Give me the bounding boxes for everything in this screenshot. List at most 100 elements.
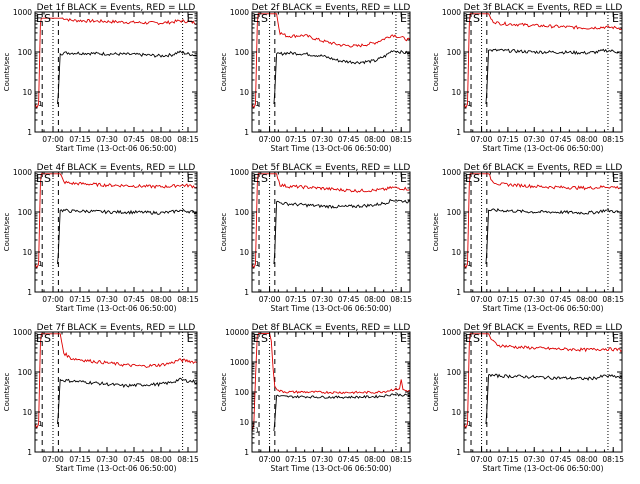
y-axis-label: Counts/sec [220, 213, 228, 252]
x-tick-label: 07:30 [523, 135, 545, 144]
marker-e-end: E [612, 12, 619, 25]
marker-s: S [473, 12, 480, 25]
panel-title: Det 5f BLACK = Events, RED = LLD [252, 163, 411, 173]
x-tick-label: 07:30 [311, 135, 333, 144]
det-panel-5: Det 5f BLACK = Events, RED = LLD Counts/s… [220, 163, 412, 313]
x-tick-label: 08:00 [364, 135, 386, 144]
panel-title: Det 6f BLACK = Events, RED = LLD [464, 163, 623, 173]
x-tick-label: 07:45 [338, 135, 360, 144]
y-tick-label: 1000 [13, 168, 32, 177]
x-tick-label: 07:30 [96, 455, 118, 464]
y-tick-label: 100 [235, 388, 250, 397]
marker-1: 1 [38, 420, 42, 428]
marker-e-end: E [187, 332, 194, 345]
y-tick-label: 10 [239, 248, 249, 257]
marker-e-start: E [465, 12, 472, 25]
x-axis-label: Start Time (13-Oct-06 06:50:00) [55, 464, 176, 473]
x-tick-label: 07:45 [338, 295, 360, 304]
events-series-line [273, 49, 411, 105]
marker-1: 1 [467, 260, 471, 268]
panel-title: Det 9f BLACK = Events, RED = LLD [464, 323, 623, 333]
x-axis-label: Start Time (13-Oct-06 06:50:00) [270, 144, 391, 153]
y-axis-label: Counts/sec [432, 373, 440, 412]
marker-1: 1 [255, 426, 259, 434]
y-tick-label: 1000 [442, 8, 461, 17]
det-panel-3: Det 3f BLACK = Events, RED = LLD Counts/s… [432, 3, 624, 153]
marker-s: S [44, 332, 51, 345]
x-tick-label: 07:30 [311, 295, 333, 304]
marker-s: S [44, 172, 51, 185]
y-tick-label: 10 [451, 408, 461, 417]
marker-1: 1 [38, 100, 42, 108]
y-tick-label: 100 [18, 208, 33, 217]
y-tick-label: 1 [244, 128, 249, 137]
x-tick-label: 07:45 [550, 455, 572, 464]
x-tick-label: 08:15 [390, 295, 412, 304]
x-tick-label: 07:00 [259, 135, 281, 144]
marker-s: S [44, 12, 51, 25]
x-tick-label: 07:00 [259, 295, 281, 304]
x-tick-label: 07:15 [69, 295, 91, 304]
x-tick-label: 08:15 [177, 295, 199, 304]
x-tick-label: 08:00 [150, 295, 172, 304]
marker-e-start: E [465, 172, 472, 185]
lld-series-line [463, 333, 623, 429]
y-tick-label: 1000 [442, 328, 461, 337]
y-axis-label: Counts/sec [3, 373, 11, 412]
x-tick-label: 07:30 [96, 295, 118, 304]
lld-series-line [251, 13, 411, 109]
x-tick-label: 07:30 [96, 135, 118, 144]
y-tick-label: 10 [22, 88, 32, 97]
x-tick-label: 08:00 [364, 295, 386, 304]
x-tick-label: 07:30 [523, 295, 545, 304]
y-tick-label: 1000 [230, 8, 249, 17]
y-tick-label: 10 [451, 88, 461, 97]
marker-s: S [261, 172, 268, 185]
marker-e-end: E [400, 12, 407, 25]
marker-s: S [261, 12, 268, 25]
events-series-line [485, 48, 623, 105]
x-tick-label: 07:00 [42, 455, 64, 464]
y-tick-label: 1 [27, 288, 32, 297]
marker-e-end: E [612, 172, 619, 185]
panel-title: Det 4f BLACK = Events, RED = LLD [37, 163, 196, 173]
x-tick-label: 07:45 [550, 295, 572, 304]
x-tick-label: 07:00 [471, 295, 493, 304]
x-tick-label: 08:15 [390, 455, 412, 464]
y-tick-label: 1 [456, 288, 461, 297]
marker-e-start: E [36, 12, 43, 25]
x-tick-label: 07:30 [523, 455, 545, 464]
marker-1: 1 [38, 260, 42, 268]
marker-s: S [473, 332, 480, 345]
marker-e-end: E [400, 172, 407, 185]
y-tick-label: 100 [447, 368, 462, 377]
events-series-line [57, 377, 198, 425]
marker-s: S [261, 332, 268, 345]
marker-e-start: E [465, 332, 472, 345]
x-tick-label: 08:15 [177, 455, 199, 464]
lld-series-line [251, 173, 411, 269]
marker-e-start: E [253, 332, 260, 345]
x-axis-label: Start Time (13-Oct-06 06:50:00) [270, 304, 391, 313]
y-tick-label: 10 [22, 408, 32, 417]
y-tick-label: 10000 [225, 328, 249, 337]
y-tick-label: 1 [244, 288, 249, 297]
x-tick-label: 07:15 [69, 135, 91, 144]
y-tick-label: 100 [447, 48, 462, 57]
y-axis-label: Counts/sec [432, 53, 440, 92]
lld-series-line [251, 332, 411, 432]
y-tick-label: 10 [239, 88, 249, 97]
marker-e-start: E [253, 12, 260, 25]
x-tick-label: 07:45 [338, 455, 360, 464]
y-axis-label: Counts/sec [220, 373, 228, 412]
det-panel-6: Det 6f BLACK = Events, RED = LLD Counts/s… [432, 163, 624, 313]
x-tick-label: 08:00 [576, 455, 598, 464]
lld-series-line [463, 173, 623, 269]
events-series-line [57, 208, 198, 265]
x-tick-label: 08:00 [364, 455, 386, 464]
marker-e-end: E [187, 12, 194, 25]
marker-1: 1 [255, 100, 259, 108]
x-tick-label: 08:15 [177, 135, 199, 144]
x-tick-label: 07:00 [259, 455, 281, 464]
x-tick-label: 07:15 [285, 295, 307, 304]
